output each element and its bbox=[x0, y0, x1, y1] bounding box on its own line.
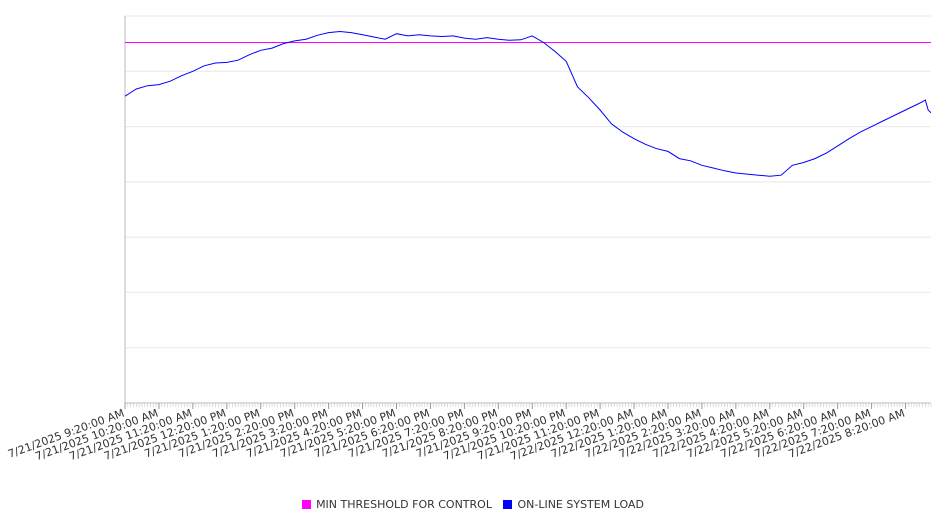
legend-label-threshold: MIN THRESHOLD FOR CONTROL bbox=[316, 498, 492, 511]
legend-item-system-load[interactable]: ON-LINE SYSTEM LOAD bbox=[503, 498, 644, 511]
grid-lines bbox=[125, 15, 931, 349]
legend-label-system-load: ON-LINE SYSTEM LOAD bbox=[517, 498, 644, 511]
legend: MIN THRESHOLD FOR CONTROL ON-LINE SYSTEM… bbox=[0, 498, 946, 511]
legend-swatch-system-load bbox=[503, 500, 513, 509]
legend-swatch-threshold bbox=[302, 500, 312, 509]
x-axis-labels: 7/21/2025 9:20:00 AM7/21/2025 10:20:00 A… bbox=[6, 407, 906, 464]
system-load-line bbox=[124, 30, 932, 177]
axes bbox=[124, 16, 932, 409]
legend-item-threshold[interactable]: MIN THRESHOLD FOR CONTROL bbox=[302, 498, 492, 511]
series-lines bbox=[124, 30, 932, 177]
